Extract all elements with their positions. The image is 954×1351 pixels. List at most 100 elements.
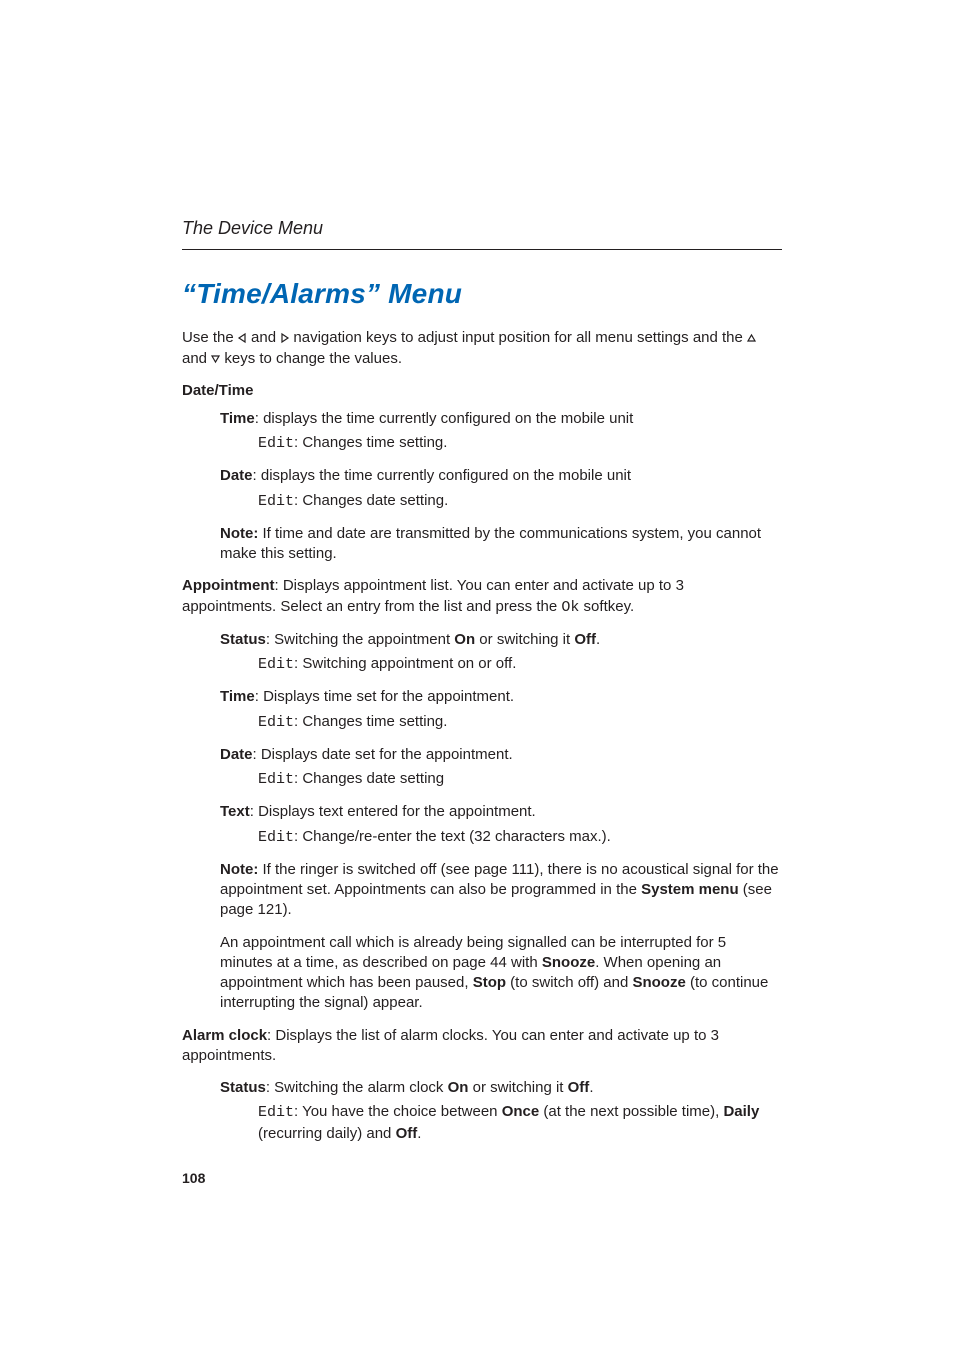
item-tail: softkey. xyxy=(579,598,634,615)
edit-tail: : You have the choice between xyxy=(294,1103,502,1120)
item-edit-line: Edit: You have the choice between Once (… xyxy=(258,1102,782,1144)
item-edit-line: Edit: Changes time setting. xyxy=(258,433,782,454)
item-tail: : Displays time set for the appointment. xyxy=(255,688,514,705)
item-edit-line: Edit: Change/re-enter the text (32 chara… xyxy=(258,827,782,848)
appointment-status-item: Status: Switching the appointment On or … xyxy=(220,630,782,676)
item-bold: Date xyxy=(220,746,253,763)
item-tail: . xyxy=(589,1079,593,1096)
off-bold: Off xyxy=(568,1079,590,1096)
edit-label: Edit xyxy=(258,435,294,452)
edit-tail: : Changes date setting. xyxy=(294,492,448,509)
intro-text: Use the xyxy=(182,329,238,346)
system-menu-bold: System menu xyxy=(641,881,739,898)
page-title: “Time/Alarms” Menu xyxy=(182,278,782,310)
nav-right-icon xyxy=(280,329,289,349)
content-area: The Device Menu “Time/Alarms” Menu Use t… xyxy=(182,218,782,1156)
date-time-note: Note: If time and date are transmitted b… xyxy=(220,524,782,565)
date-time-time-item: Time: displays the time currently config… xyxy=(220,409,782,455)
item-tail: or switching it xyxy=(468,1079,567,1096)
item-bold: Date xyxy=(220,467,253,484)
edit-tail: : Changes time setting. xyxy=(294,713,447,730)
item-bold: Status xyxy=(220,631,266,648)
intro-text: and xyxy=(247,329,280,346)
item-tail: or switching it xyxy=(475,631,574,648)
edit-tail: : Changes date setting xyxy=(294,770,444,787)
note-bold: Note: xyxy=(220,861,258,878)
off-bold: Off xyxy=(574,631,596,648)
item-line: Text: Displays text entered for the appo… xyxy=(220,802,782,822)
appointment-date-item: Date: Displays date set for the appointm… xyxy=(220,745,782,791)
snooze-bold: Snooze xyxy=(542,954,595,971)
item-bold: Status xyxy=(220,1079,266,1096)
item-tail: : Switching the appointment xyxy=(266,631,454,648)
intro-text: keys to change the values. xyxy=(220,350,402,367)
item-line: Time: displays the time currently config… xyxy=(220,409,782,429)
once-bold: Once xyxy=(502,1103,540,1120)
note-line: Note: If time and date are transmitted b… xyxy=(220,524,782,565)
item-edit-line: Edit: Changes date setting. xyxy=(258,491,782,512)
edit-tail: . xyxy=(417,1125,421,1142)
edit-tail: (at the next possible time), xyxy=(539,1103,723,1120)
alarm-line: Alarm clock: Displays the list of alarm … xyxy=(182,1026,782,1067)
alarm-status-item: Status: Switching the alarm clock On or … xyxy=(220,1078,782,1144)
stop-bold: Stop xyxy=(473,974,506,991)
note-tail: If time and date are transmitted by the … xyxy=(220,525,761,562)
snooze-bold: Snooze xyxy=(632,974,685,991)
on-bold: On xyxy=(448,1079,469,1096)
appointment-snooze-note: An appointment call which is already bei… xyxy=(220,933,782,1014)
page: The Device Menu “Time/Alarms” Menu Use t… xyxy=(0,0,954,1351)
item-bold: Appointment xyxy=(182,577,274,594)
off-bold: Off xyxy=(396,1125,418,1142)
appointment-line: Appointment: Displays appointment list. … xyxy=(182,576,782,618)
alarm-clock-item: Alarm clock: Displays the list of alarm … xyxy=(182,1026,782,1067)
item-line: Time: Displays time set for the appointm… xyxy=(220,687,782,707)
edit-label: Edit xyxy=(258,771,294,788)
item-line: Date: displays the time currently config… xyxy=(220,466,782,486)
appointment-note: Note: If the ringer is switched off (see… xyxy=(220,860,782,921)
ok-label: Ok xyxy=(561,599,579,616)
item-tail: : Switching the alarm clock xyxy=(266,1079,448,1096)
date-time-date-item: Date: displays the time currently config… xyxy=(220,466,782,512)
note-bold: Note: xyxy=(220,525,258,542)
intro-paragraph: Use the and navigation keys to adjust in… xyxy=(182,328,782,371)
appointment-text-item: Text: Displays text entered for the appo… xyxy=(220,802,782,848)
item-tail: : Displays text entered for the appointm… xyxy=(250,803,536,820)
item-tail: : displays the time currently configured… xyxy=(253,467,632,484)
appointment-item: Appointment: Displays appointment list. … xyxy=(182,576,782,618)
edit-label: Edit xyxy=(258,1104,294,1121)
item-bold: Time xyxy=(220,410,255,427)
intro-text: navigation keys to adjust input position… xyxy=(289,329,747,346)
edit-label: Edit xyxy=(258,714,294,731)
item-bold: Text xyxy=(220,803,250,820)
item-edit-line: Edit: Changes time setting. xyxy=(258,712,782,733)
on-bold: On xyxy=(454,631,475,648)
item-line: Status: Switching the appointment On or … xyxy=(220,630,782,650)
item-line: Status: Switching the alarm clock On or … xyxy=(220,1078,782,1098)
nav-down-icon xyxy=(211,350,220,370)
snooze-text: (to switch off) and xyxy=(506,974,632,991)
snooze-line: An appointment call which is already bei… xyxy=(220,933,782,1014)
edit-tail: (recurring daily) and xyxy=(258,1125,396,1142)
edit-tail: : Change/re-enter the text (32 character… xyxy=(294,828,611,845)
nav-left-icon xyxy=(238,329,247,349)
nav-up-icon xyxy=(747,329,756,349)
edit-tail: : Switching appointment on or off. xyxy=(294,655,516,672)
intro-text: and xyxy=(182,350,211,367)
page-number: 108 xyxy=(182,1170,205,1186)
daily-bold: Daily xyxy=(723,1103,759,1120)
note-line: Note: If the ringer is switched off (see… xyxy=(220,860,782,921)
edit-label: Edit xyxy=(258,829,294,846)
item-tail: : displays the time currently configured… xyxy=(255,410,634,427)
edit-label: Edit xyxy=(258,656,294,673)
item-bold: Alarm clock xyxy=(182,1027,267,1044)
item-line: Date: Displays date set for the appointm… xyxy=(220,745,782,765)
item-edit-line: Edit: Switching appointment on or off. xyxy=(258,654,782,675)
running-head: The Device Menu xyxy=(182,218,782,239)
edit-label: Edit xyxy=(258,493,294,510)
date-time-heading: Date/Time xyxy=(182,381,782,401)
item-edit-line: Edit: Changes date setting xyxy=(258,769,782,790)
appointment-time-item: Time: Displays time set for the appointm… xyxy=(220,687,782,733)
item-tail: : Displays date set for the appointment. xyxy=(253,746,513,763)
edit-tail: : Changes time setting. xyxy=(294,434,447,451)
item-bold: Time xyxy=(220,688,255,705)
